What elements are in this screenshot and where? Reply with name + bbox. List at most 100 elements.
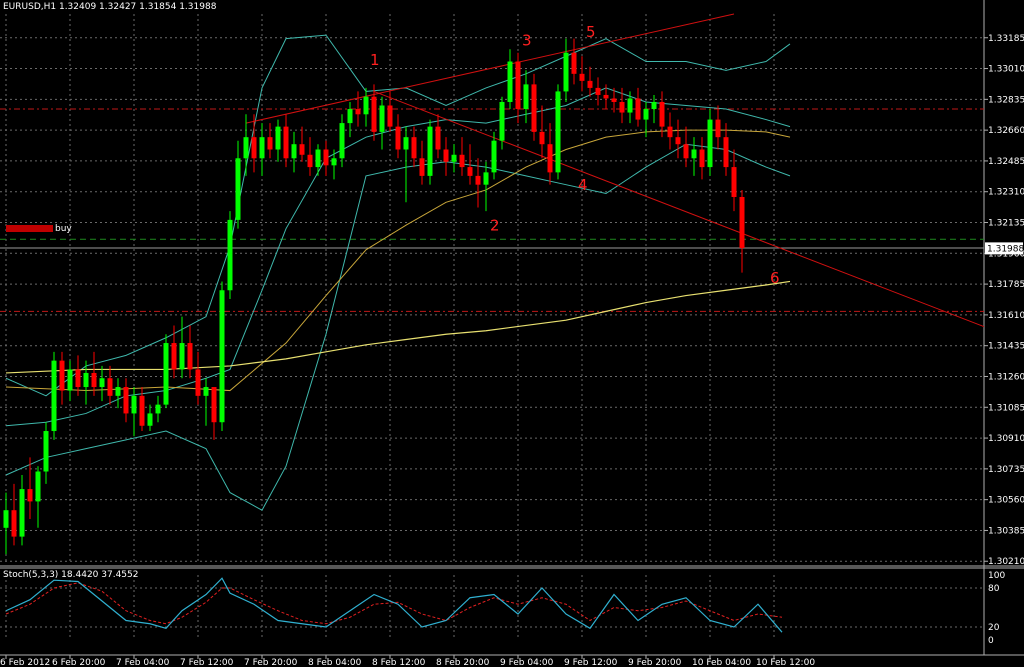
candle-body [11,510,17,537]
y-tick-label: 1.32310 [988,188,1024,198]
candle-body [355,109,361,115]
x-tick-label: 6 Feb 20:00 [52,658,106,667]
candle-body [187,343,193,370]
wave-label: 5 [586,23,596,41]
buy-order-label: buy [55,224,72,234]
candle-body [371,96,377,132]
candle-body [139,395,145,426]
x-tick-label: 8 Feb 20:00 [436,658,490,667]
candle-body [675,137,681,145]
candle-body [115,387,121,396]
candle-body [515,61,521,110]
stochastic-y-tick-label: 100 [988,571,1005,581]
upper-trendline [245,13,735,124]
candle-body [611,98,617,102]
candle-body [491,140,497,173]
wave-label: 3 [522,32,532,50]
candle-body [83,372,89,388]
candle-body [307,154,313,168]
candle-body [651,101,657,110]
candle-body [419,158,425,176]
candle-body [275,126,281,150]
candle-body [411,137,417,159]
x-tick-label: 9 Feb 12:00 [564,658,618,667]
y-tick-label: 1.30735 [988,465,1024,475]
candle-body [51,360,57,432]
candle-body [715,119,721,138]
moving-average-short-line [5,129,791,392]
candle-body [523,84,529,110]
candle-body [291,144,297,159]
candle-body [267,137,273,150]
candle-body [707,119,713,168]
x-tick-label: 8 Feb 12:00 [372,658,426,667]
candle-body [251,137,257,159]
candle-body [219,290,225,423]
y-tick-label: 1.32135 [988,219,1024,229]
y-tick-label: 1.32835 [988,95,1024,105]
candle-body [91,372,97,388]
x-tick-label: 10 Feb 04:00 [692,658,751,667]
candle-body [99,378,105,388]
wave-label: 6 [770,269,780,287]
y-tick-label: 1.30910 [988,434,1024,444]
candle-body [395,126,401,150]
wave-label: 4 [578,176,588,194]
wave-label: 2 [490,216,500,234]
candle-body [43,431,49,472]
stochastic-panel [0,577,984,633]
candle-body [163,343,169,405]
y-tick-label: 1.30560 [988,496,1024,506]
candle-body [643,109,649,120]
candle-body [467,167,473,176]
candle-body [539,131,545,145]
stochastic-signal-line [5,582,783,625]
y-tick-label: 1.32660 [988,126,1024,136]
candle-body [387,105,393,127]
bollinger-lower-line [5,143,791,511]
candle-body [195,369,201,396]
candle-body [563,52,569,92]
candle-body [459,154,465,168]
candle-body [403,137,409,150]
stochastic-y-tick-label: 20 [988,623,1000,633]
candle-body [179,343,185,370]
y-tick-label: 1.32485 [988,157,1024,167]
candle-body [427,126,433,176]
candle-body [451,154,457,162]
candle-body [531,84,537,132]
candle-body [155,404,161,414]
x-tick-label: 7 Feb 20:00 [244,658,298,667]
y-tick-label: 1.30210 [988,557,1024,567]
lower-trendline [373,90,984,328]
candle-body [243,137,249,159]
price-panel [0,13,984,555]
candle-body [443,149,449,162]
candle-body [347,109,353,124]
candle-body [619,101,625,113]
x-tick-label: 8 Feb 04:00 [308,658,362,667]
candle-body [339,123,345,159]
candle-body [331,158,337,166]
candle-body [435,126,441,150]
bollinger-upper-line [5,34,791,397]
candle-body [75,369,81,388]
y-tick-label: 1.33010 [988,65,1024,75]
candle-body [299,144,305,155]
stochastic-main-line [5,577,783,633]
x-tick-label: 7 Feb 12:00 [180,658,234,667]
candle-body [739,197,745,249]
candle-body [211,387,217,423]
candle-body [235,158,241,220]
candle-body [635,98,641,120]
y-tick-label: 1.31085 [988,403,1024,413]
candle-body [123,387,129,414]
buy-order-marker[interactable] [6,225,53,232]
candle-body [203,387,209,396]
candle-body [3,510,9,528]
candle-body [19,489,25,537]
candle-body [131,395,137,414]
candle-body [555,91,561,173]
